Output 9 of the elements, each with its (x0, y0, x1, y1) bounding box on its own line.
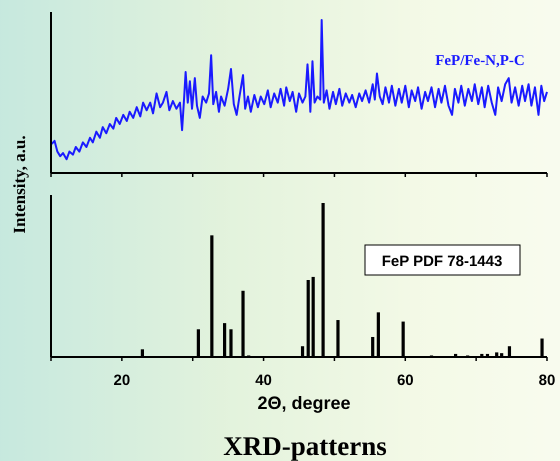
x-tick-label: 80 (538, 372, 556, 389)
text: XRD-patterns (223, 431, 387, 461)
series-label: FeP/Fe-N,P-C (435, 53, 525, 69)
x-axis-title: 2Θ, degree (257, 393, 351, 413)
text: FeP PDF 78-1443 (382, 253, 502, 270)
x-tick-label: 60 (396, 372, 414, 389)
y-axis-title: Intensity, a.u. (10, 135, 29, 234)
x-tick-label: 40 (255, 372, 272, 389)
x-tick-label: 20 (114, 372, 130, 389)
